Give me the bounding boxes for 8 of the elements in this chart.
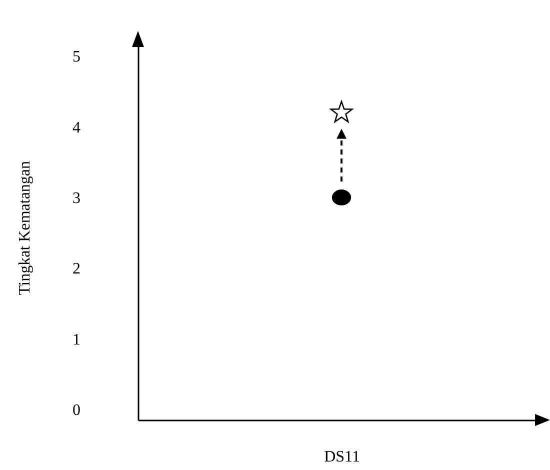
y-axis-title: Tingkat Kematangan bbox=[16, 160, 34, 296]
y-tick-label: 4 bbox=[72, 119, 80, 136]
y-tick-label: 1 bbox=[72, 331, 80, 348]
x-axis-title: DS11 bbox=[324, 448, 360, 466]
y-tick-label: 5 bbox=[72, 48, 80, 66]
y-tick-label: 0 bbox=[72, 402, 80, 419]
y-tick-label: 2 bbox=[72, 260, 80, 278]
y-tick-label: 3 bbox=[72, 190, 80, 207]
